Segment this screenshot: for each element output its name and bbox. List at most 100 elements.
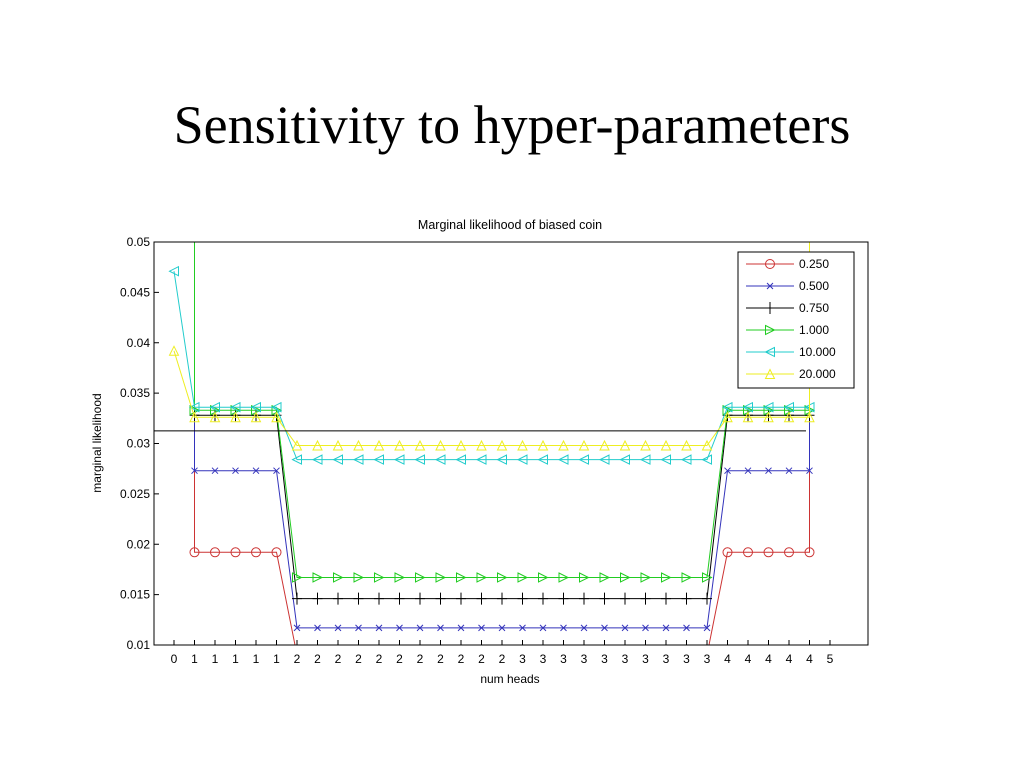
series-point (621, 624, 629, 632)
series-point (578, 439, 590, 451)
series-point (783, 401, 794, 413)
x-tick-label: 4 (724, 652, 731, 666)
series-point (517, 439, 528, 451)
x-tick-label: 4 (806, 652, 813, 666)
series-point (476, 439, 487, 451)
series-point (271, 411, 282, 423)
series-point (601, 624, 608, 632)
series-point (476, 592, 487, 605)
x-tick-label: 3 (540, 652, 547, 666)
series-point (374, 592, 384, 605)
series-point (270, 401, 282, 413)
series-point (415, 592, 425, 605)
y-tick-label: 0.01 (127, 638, 151, 652)
x-tick-label: 2 (355, 652, 362, 666)
series-point (784, 547, 794, 558)
series-point (560, 624, 567, 632)
x-tick-label: 3 (581, 652, 588, 666)
legend: 0.250 0.500 0.750 1.000 10.000 20.000 (737, 251, 855, 389)
legend-marker (764, 368, 776, 379)
series-0-750 (189, 242, 815, 605)
series-10-000 (168, 242, 815, 465)
series-point (683, 624, 690, 632)
series-point (721, 401, 733, 413)
legend-label: 10.000 (799, 345, 836, 359)
series-point (784, 409, 794, 422)
series-point (702, 572, 713, 583)
series-point (434, 454, 446, 465)
series-point (599, 572, 611, 583)
series-point (311, 454, 323, 465)
series-point (291, 454, 302, 465)
series-point (353, 439, 364, 451)
series-point (496, 454, 507, 465)
series-point (537, 454, 548, 465)
series-point (680, 454, 692, 465)
series-point (681, 592, 692, 605)
series-point (394, 572, 406, 583)
series-point (660, 454, 671, 465)
x-tick-label: 2 (417, 652, 424, 666)
series-point (579, 592, 589, 605)
x-tick-label: 2 (396, 652, 403, 666)
y-tick-label: 0.05 (127, 235, 151, 249)
series-point (292, 572, 303, 583)
series-point (457, 624, 465, 632)
y-tick-label: 0.015 (120, 588, 150, 602)
chart-title: Marginal likelihood of biased coin (418, 218, 602, 232)
series-point (393, 454, 405, 465)
series-point (333, 592, 343, 605)
legend-marker (766, 282, 774, 290)
series-point (681, 439, 692, 451)
series-point (435, 592, 446, 605)
series-point (210, 409, 220, 422)
series-point (742, 411, 754, 423)
series-point (763, 409, 774, 422)
series-point (373, 439, 385, 451)
x-tick-label: 3 (622, 652, 629, 666)
series-point (744, 467, 752, 475)
series-point (353, 592, 364, 605)
legend-label: 0.250 (799, 257, 829, 271)
series-point (209, 411, 221, 423)
series-point (394, 439, 405, 451)
series-point (619, 454, 630, 465)
legend-label: 1.000 (799, 323, 829, 337)
x-tick-label: 3 (704, 652, 711, 666)
axes: 0.01 0.015 0.02 0.025 0.03 0.035 0.04 0.045 0.05… (120, 235, 869, 666)
series-point (619, 439, 631, 451)
series-point (353, 572, 365, 583)
series-point (374, 572, 385, 583)
series-point (435, 439, 446, 451)
x-tick-label: 3 (519, 652, 526, 666)
series-point (517, 592, 528, 605)
series-point (538, 572, 549, 583)
series-point (640, 592, 651, 605)
series-point (742, 401, 753, 413)
series-point (312, 572, 324, 583)
series-0-500 (191, 242, 813, 632)
legend-marker (765, 259, 775, 269)
x-tick-label: 2 (335, 652, 342, 666)
series-point (516, 454, 528, 465)
series-point (724, 467, 731, 475)
series-point (558, 439, 569, 451)
series-point (743, 547, 753, 558)
series-point (620, 592, 630, 605)
x-tick-label: 2 (499, 652, 506, 666)
series-point (314, 624, 321, 632)
x-tick-label: 4 (745, 652, 752, 666)
series-point (232, 467, 239, 475)
series-point (352, 454, 364, 465)
legend-label: 20.000 (799, 367, 836, 381)
legend-item: 0.750 (746, 301, 829, 315)
y-tick-label: 0.045 (120, 285, 150, 299)
series-point (762, 401, 774, 413)
series-point (416, 624, 424, 632)
series-point (578, 454, 589, 465)
series-line (173, 242, 810, 461)
series-point (293, 624, 301, 632)
series-point (496, 439, 508, 451)
x-tick-label: 1 (191, 652, 198, 666)
